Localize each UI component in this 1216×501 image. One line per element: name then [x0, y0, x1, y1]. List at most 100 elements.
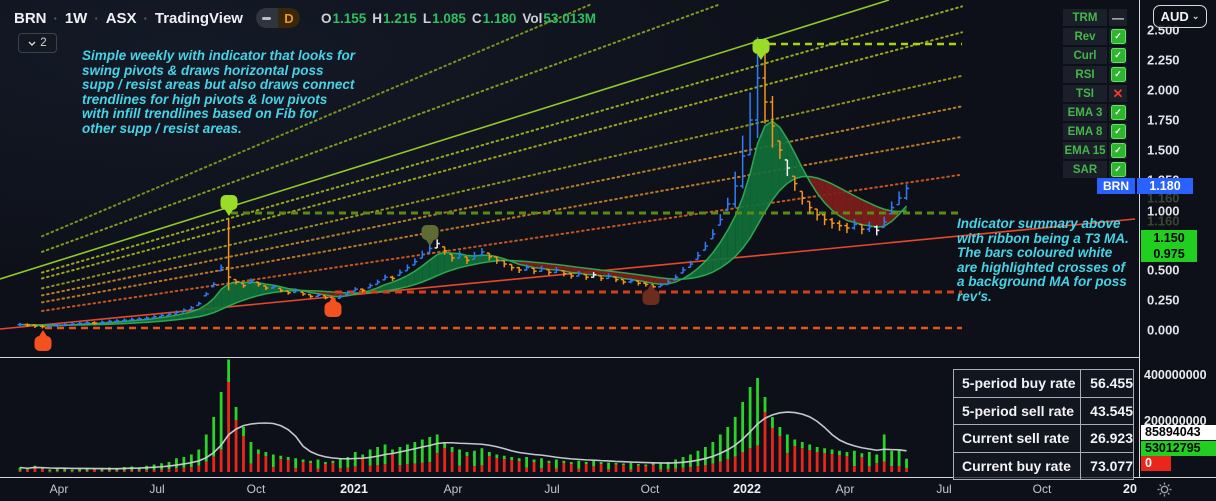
fib-infill-trendline[interactable] — [41, 173, 963, 312]
separator-dot: · — [94, 10, 99, 26]
ohlc-bar — [732, 171, 738, 208]
pivot-low-marker[interactable] — [642, 284, 660, 305]
volume-bar — [435, 434, 439, 472]
symbol-price-badge: BRN 1.180 — [1097, 178, 1193, 194]
price-chart-canvas[interactable] — [0, 0, 1139, 358]
ma-ribbon-segment — [236, 282, 244, 303]
separator-dot: · — [53, 10, 58, 26]
pivot-low-marker[interactable] — [34, 330, 52, 351]
gear-icon[interactable] — [1157, 482, 1172, 497]
ohlc-bar — [375, 279, 381, 286]
timeframe-label[interactable]: 1W — [64, 9, 88, 27]
volume-tick: 400000000 — [1144, 368, 1207, 382]
indicator-check-on[interactable]: ✓ — [1109, 66, 1127, 83]
fib-infill-trendline[interactable] — [41, 135, 963, 304]
indicator-check-on[interactable]: ✓ — [1109, 161, 1127, 178]
volume-bar — [733, 417, 737, 472]
volume-bar — [689, 454, 692, 472]
volume-chart-canvas[interactable] — [0, 358, 1139, 477]
ohlc-bar — [807, 200, 813, 214]
fib-infill-trendline[interactable] — [41, 74, 963, 290]
ma-ribbon-segment — [444, 252, 453, 273]
fib-infill-trendline[interactable] — [41, 3, 722, 253]
pivot-high-marker[interactable] — [421, 225, 439, 246]
volume-bar — [838, 450, 841, 472]
symbol-name[interactable]: BRN — [14, 9, 47, 27]
ohlc-bar — [442, 246, 448, 255]
indicator-check-on[interactable]: ✓ — [1109, 104, 1127, 121]
pivot-high-marker[interactable] — [752, 39, 770, 60]
pivot-connect-trendline[interactable] — [0, 218, 1136, 330]
indicator-row: Curl ✓ — [1063, 47, 1127, 64]
ohlc-bar — [859, 223, 865, 235]
rate-label: 5-period sell rate — [954, 397, 1082, 424]
volume-bar — [569, 462, 573, 472]
ohlc-bar — [315, 293, 321, 298]
ohlc-bar — [69, 322, 75, 326]
pivot-low-marker[interactable] — [324, 296, 342, 317]
volume-bar — [249, 442, 253, 472]
indicator-check-on[interactable]: ✓ — [1109, 47, 1127, 64]
volume-axis[interactable]: 400000000 200000000 85894043 53012795 0 — [1140, 358, 1216, 477]
main-chart-pane[interactable] — [0, 0, 1139, 358]
ohlc-bar — [568, 272, 574, 279]
time-tick-year: 20 — [1123, 482, 1137, 496]
volume-bar — [860, 453, 864, 472]
ohlc-bar — [17, 322, 23, 327]
volume-pane[interactable] — [0, 358, 1139, 477]
pivot-connect-trendline[interactable] — [0, 0, 890, 280]
volume-bar — [242, 427, 245, 472]
price-axis[interactable]: AUD ⌄ 2.5002.2502.0001.7501.5001.2501.00… — [1140, 0, 1216, 478]
ma-ribbon-segment — [854, 195, 862, 225]
close-value: 1.180 — [482, 10, 517, 26]
daily-interval-badge[interactable]: D — [277, 8, 300, 28]
exchange-label: ASX — [105, 9, 137, 27]
collapse-indicators-button[interactable]: 2 — [18, 33, 57, 53]
indicator-row: EMA 15 ✓ — [1063, 142, 1127, 159]
ma-ribbon-segment — [765, 121, 773, 212]
indicator-check-on[interactable]: ✓ — [1109, 123, 1127, 140]
volume-bar — [622, 463, 625, 472]
volume-bar — [845, 452, 849, 472]
volume-bar — [234, 407, 238, 472]
time-axis[interactable]: Apr Jul Oct 2021 Apr Jul Oct 2022 Apr Jul Oct 20 — [0, 478, 1216, 501]
ohlc-bar — [84, 321, 90, 325]
fib-infill-trendline[interactable] — [41, 5, 963, 274]
axis-separator[interactable] — [1139, 0, 1140, 478]
ma-ribbon-segment — [437, 252, 445, 276]
volume-bar — [391, 449, 394, 472]
ohlc-bar — [136, 317, 142, 321]
indicator-check-on[interactable]: ✓ — [1109, 28, 1127, 45]
ohlc-bar — [188, 306, 194, 311]
indicator-check-off[interactable]: ✕ — [1109, 85, 1127, 102]
rate-value: 56.455 — [1090, 375, 1133, 392]
indicator-neutral[interactable]: — — [1109, 9, 1127, 26]
fib-infill-trendline[interactable] — [41, 3, 593, 238]
ohlc-bar — [293, 288, 299, 294]
ohlc-bar — [263, 285, 269, 291]
ma-ribbon-segment — [638, 274, 646, 282]
volume-bar — [756, 378, 759, 472]
interval-toggle[interactable]: D — [255, 8, 300, 28]
ohlc-bar — [673, 274, 679, 281]
fib-infill-trendline[interactable] — [41, 105, 963, 297]
volume-bar — [145, 465, 149, 472]
indicator-check-on[interactable]: ✓ — [1109, 142, 1127, 159]
ohlc-bar — [248, 278, 254, 285]
volume-bar — [793, 439, 797, 472]
volume-bar — [197, 449, 201, 472]
ohlc-bar — [479, 248, 485, 257]
volume-bar — [301, 459, 305, 472]
currency-dropdown[interactable]: AUD ⌄ — [1153, 5, 1207, 28]
ohlc-bar — [345, 290, 351, 296]
ohlc-bar — [270, 284, 276, 289]
price-tick: 2.250 — [1147, 52, 1180, 68]
volume-bar — [607, 462, 610, 472]
pivot-high-marker[interactable] — [220, 195, 238, 216]
indicator-name: RSI — [1063, 66, 1107, 83]
pane-separator-top[interactable] — [0, 357, 1139, 358]
ohlc-bar — [360, 288, 366, 293]
ohlc-bar — [874, 225, 880, 236]
open-value: 1.155 — [332, 10, 367, 26]
indicator-row: RSI ✓ — [1063, 66, 1127, 83]
